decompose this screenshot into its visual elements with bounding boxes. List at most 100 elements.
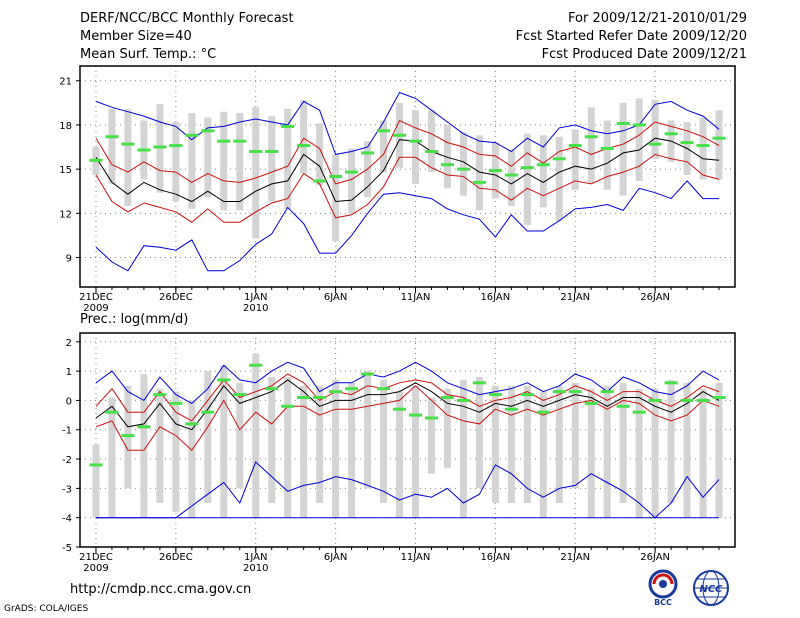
observed-mark xyxy=(313,179,327,183)
x-tick-label: 16JAN xyxy=(480,552,510,563)
observed-mark xyxy=(89,158,103,162)
x-tick-label: 1JAN xyxy=(244,552,267,563)
observed-mark xyxy=(297,395,311,399)
mean-line xyxy=(95,137,720,203)
ensemble-box xyxy=(539,135,547,208)
ensemble-box xyxy=(715,110,723,180)
x-tick-label: 26JAN xyxy=(640,292,670,303)
observed-mark xyxy=(121,434,135,438)
x-tick-label: 21DEC xyxy=(79,552,113,563)
ensemble-box xyxy=(411,385,419,518)
x-tick-label: 6JAN xyxy=(324,552,347,563)
forecast-period-label: For 2009/12/21-2010/01/29 xyxy=(568,11,747,26)
observed-mark xyxy=(233,393,247,397)
svg-text:BCC: BCC xyxy=(654,598,672,607)
observed-mark xyxy=(393,407,407,411)
observed-mark xyxy=(568,144,582,148)
observed-mark xyxy=(568,390,582,394)
lower-line xyxy=(95,385,720,452)
x-tick-label: 21JAN xyxy=(560,552,590,563)
ensemble-box xyxy=(108,397,116,518)
observed-mark xyxy=(456,167,470,171)
y-tick-label: -1 xyxy=(62,426,72,437)
observed-mark xyxy=(520,166,534,170)
observed-mark xyxy=(552,390,566,394)
observed-mark xyxy=(600,390,614,394)
y-tick-label: 2 xyxy=(66,338,72,349)
y-tick-label: 12 xyxy=(59,209,72,220)
x-tick-label: 11JAN xyxy=(401,552,431,563)
observed-mark xyxy=(137,425,151,429)
observed-mark xyxy=(472,381,486,385)
ensemble-box xyxy=(348,148,356,214)
ncc-logo-icon: NCC xyxy=(693,570,729,606)
observed-mark xyxy=(121,142,135,146)
x-tick-label: 1JAN xyxy=(244,292,267,303)
ensemble-box xyxy=(188,400,196,518)
x-tick-label: 26DEC xyxy=(159,552,193,563)
observed-mark xyxy=(329,175,343,178)
ensemble-box xyxy=(300,385,308,518)
y-tick-label: 9 xyxy=(66,254,72,265)
ensemble-box xyxy=(300,99,308,174)
observed-mark xyxy=(488,393,502,397)
observed-mark xyxy=(201,410,215,414)
observed-mark xyxy=(488,169,502,173)
plot-frame xyxy=(79,65,736,288)
observed-mark xyxy=(153,393,167,397)
x-tick-label: 21DEC xyxy=(79,292,113,303)
observed-mark xyxy=(440,163,454,167)
x-year-label: 2010 xyxy=(243,563,268,574)
ensemble-box xyxy=(364,371,372,489)
ensemble-box xyxy=(427,110,435,173)
observed-mark xyxy=(169,144,183,148)
ensemble-box xyxy=(316,123,324,186)
svg-text:NCC: NCC xyxy=(699,584,723,595)
y-tick-label: 18 xyxy=(59,121,72,132)
min-line xyxy=(96,461,720,519)
ensemble-box xyxy=(539,391,547,518)
ensemble-box xyxy=(699,388,707,518)
ensemble-box xyxy=(284,376,292,518)
ensemble-box xyxy=(603,120,611,190)
observed-mark xyxy=(361,372,375,376)
observed-mark xyxy=(520,393,534,397)
observed-mark xyxy=(456,398,470,402)
observed-mark xyxy=(696,398,710,402)
source-url[interactable]: http://cmdp.ncc.cma.gov.cn xyxy=(70,582,252,597)
ensemble-box xyxy=(268,116,276,202)
observed-mark xyxy=(345,387,359,391)
observed-mark xyxy=(105,135,119,139)
ensemble-box xyxy=(459,379,467,518)
ensemble-box xyxy=(204,371,212,504)
observed-mark xyxy=(185,133,199,137)
ensemble-box xyxy=(252,353,260,518)
observed-mark xyxy=(424,149,438,153)
mean-line xyxy=(95,379,720,431)
observed-mark xyxy=(536,410,550,414)
observed-mark xyxy=(632,410,646,414)
ensemble-box xyxy=(348,382,356,518)
x-tick-label: 26JAN xyxy=(640,552,670,563)
observed-mark xyxy=(217,139,231,143)
x-tick-label: 11JAN xyxy=(401,292,431,303)
x-tick-label: 6JAN xyxy=(324,292,347,303)
ensemble-box xyxy=(651,99,659,159)
ensemble-box xyxy=(443,124,451,189)
observed-mark xyxy=(664,132,678,136)
observed-mark xyxy=(297,144,311,148)
ensemble-box xyxy=(555,136,563,221)
ensemble-box xyxy=(427,397,435,474)
ensemble-box xyxy=(587,107,595,184)
observed-mark xyxy=(424,416,438,420)
observed-mark xyxy=(185,422,199,426)
observed-mark xyxy=(536,163,550,167)
y-tick-label: -5 xyxy=(62,543,72,554)
observed-mark xyxy=(153,145,167,149)
observed-mark xyxy=(265,149,279,153)
observed-mark xyxy=(504,407,518,411)
observed-mark xyxy=(408,139,422,143)
lower-line xyxy=(95,153,720,223)
